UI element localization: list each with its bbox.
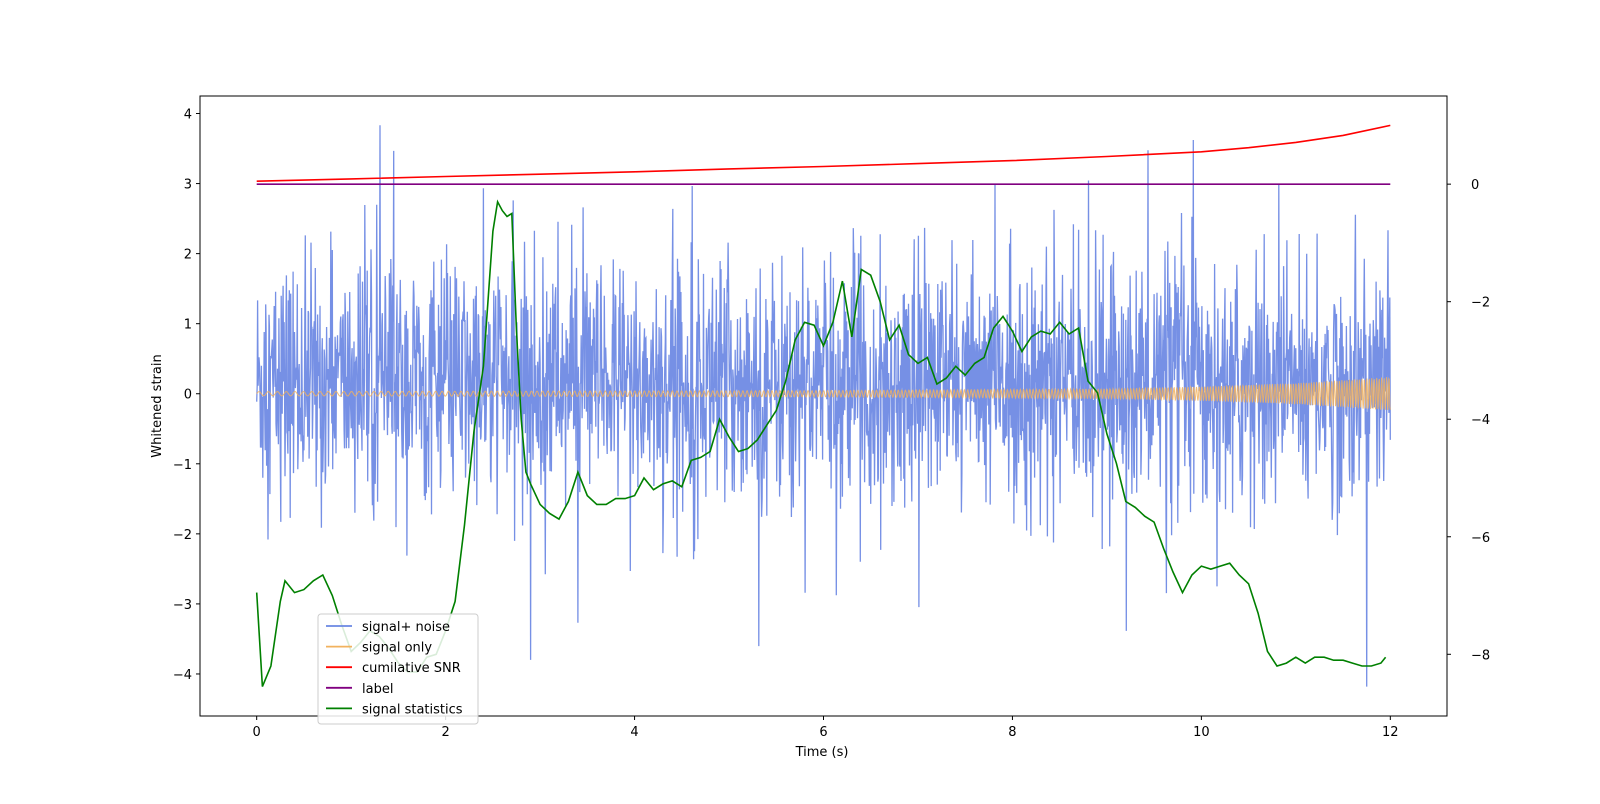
y-tick-label: −4 (173, 668, 192, 683)
y2-tick-label: −2 (1471, 296, 1490, 311)
legend-box (317, 613, 479, 725)
x-tick-label: 6 (819, 725, 827, 740)
y2-tick-label: 0 (1471, 178, 1479, 193)
series-layer (255, 124, 1391, 687)
x-axis-label: Time (s) (795, 745, 849, 760)
x-tick-label: 8 (1008, 725, 1016, 740)
x-tick-label: 0 (253, 725, 261, 740)
x-tick-label: 4 (630, 725, 638, 740)
y-tick-label: −1 (173, 458, 192, 473)
y-tick-label: −2 (173, 528, 192, 543)
y-axis-label: Whitened strain (150, 354, 165, 457)
series-line-cumilative-snr (256, 124, 1391, 182)
y-tick-label: −3 (173, 598, 192, 613)
y2-tick-label: −8 (1471, 648, 1490, 663)
y-tick-label: 3 (184, 178, 192, 193)
legend-label: signal+ noise (362, 620, 450, 635)
legend-label: signal only (362, 641, 432, 656)
x-tick-label: 10 (1193, 725, 1210, 740)
y2-axis-ticks: −8 −6 −4 −2 0 (1447, 178, 1490, 663)
y-tick-label: 4 (184, 108, 192, 123)
series-line-signal-only (256, 376, 1391, 411)
y2-tick-label: −6 (1471, 531, 1490, 546)
legend-label: label (362, 682, 393, 697)
y-tick-label: 1 (184, 318, 192, 333)
x-tick-label: 12 (1382, 725, 1399, 740)
x-tick-label: 2 (441, 725, 449, 740)
legend: signal+ noise signal only cumilative SNR la… (317, 613, 479, 725)
legend-label: cumilative SNR (362, 661, 461, 676)
y-tick-label: 2 (184, 248, 192, 263)
series-line-signal-noise (256, 125, 1391, 687)
y-tick-label: 0 (184, 388, 192, 403)
y2-tick-label: −4 (1471, 413, 1490, 428)
legend-label: signal statistics (362, 702, 463, 717)
y-axis-ticks: −4 −3 −2 −1 0 1 2 3 4 (173, 108, 200, 683)
